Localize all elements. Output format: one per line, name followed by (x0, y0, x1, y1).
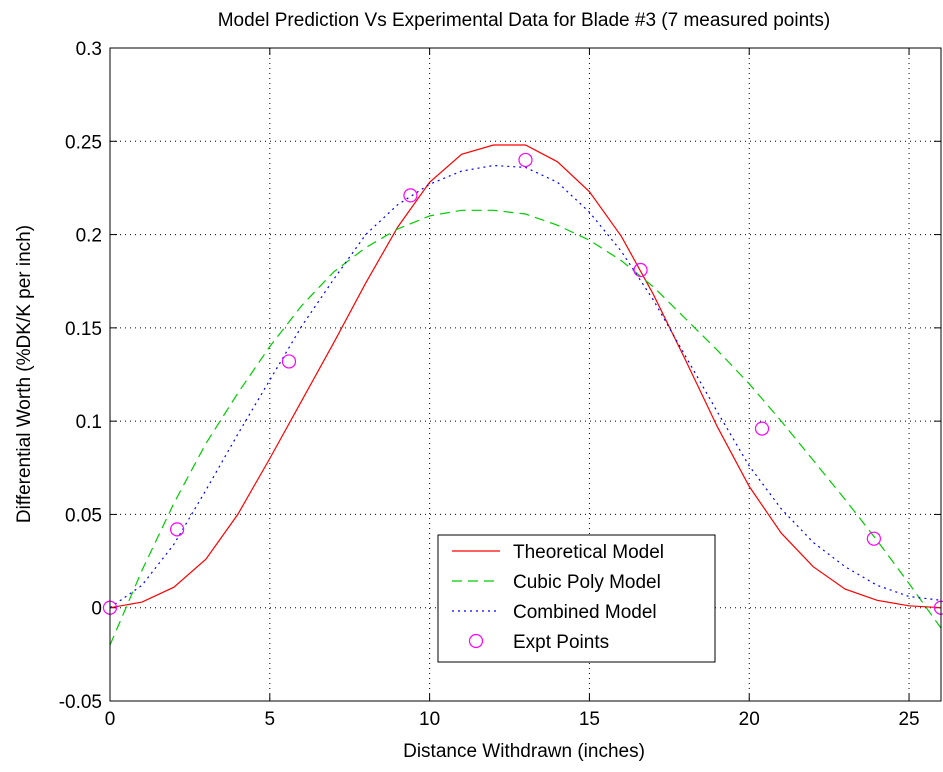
legend-box (437, 534, 716, 663)
expt-point-marker (866, 531, 881, 546)
expt-point-marker (754, 421, 770, 436)
expt-point-marker (633, 262, 648, 278)
series-line-combined-model (109, 164, 942, 609)
x-tick-label: 0 (105, 709, 116, 730)
x-tick-label: 15 (579, 709, 600, 730)
y-tick-label: 0.15 (65, 319, 102, 340)
series-line-cubic-poly-model (109, 209, 942, 646)
series-line-theoretical-model (109, 144, 942, 609)
legend-swatch (468, 633, 484, 649)
y-tick-label: 0.25 (65, 132, 102, 153)
y-tick-label: 0 (91, 599, 102, 620)
y-axis-label: Differential Worth (%DK/K per inch) (14, 225, 35, 523)
expt-point-marker (518, 152, 533, 168)
plot-frame (109, 47, 942, 702)
x-tick-label: 25 (898, 709, 919, 730)
legend-label: Cubic Poly Model (513, 572, 661, 593)
x-tick-label: 5 (265, 709, 276, 730)
x-tick-label: 10 (419, 709, 440, 730)
expt-point-marker (170, 522, 185, 537)
legend-label: Expt Points (513, 632, 609, 653)
plot-series (102, 144, 943, 646)
x-tick-label: 20 (739, 709, 760, 730)
legend: Theoretical Model Cubic Poly Model Combine… (437, 534, 716, 663)
y-tick-label: 0.1 (76, 412, 102, 433)
expt-point-marker (281, 354, 297, 369)
legend-label: Theoretical Model (513, 542, 664, 563)
x-axis-label: Distance Withdrawn (inches) (403, 741, 645, 762)
legend-label: Combined Model (513, 602, 657, 623)
y-tick-label: 0.05 (65, 505, 102, 526)
y-tick-label: 0.3 (76, 39, 102, 60)
y-tick-label: -0.05 (59, 692, 102, 713)
chart-title: Model Prediction Vs Experimental Data fo… (218, 10, 831, 31)
expt-point-marker (403, 188, 418, 203)
y-tick-label: 0.2 (76, 226, 102, 247)
